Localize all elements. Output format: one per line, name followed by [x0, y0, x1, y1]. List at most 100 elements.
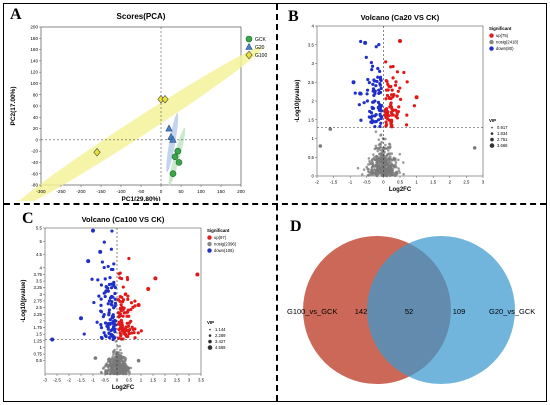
nosig-point	[356, 166, 360, 170]
down-point	[370, 64, 375, 68]
up-point	[398, 86, 402, 90]
nosig-point	[372, 157, 375, 160]
pca-ytick-label: -20	[31, 149, 38, 154]
nosig-point	[117, 357, 121, 360]
up-point	[390, 88, 394, 92]
volC-xtick-label: -2	[67, 378, 71, 383]
down-point	[112, 280, 116, 284]
pca-xtick-label: -150	[96, 189, 106, 194]
down-point	[99, 310, 104, 314]
down-point	[86, 259, 91, 264]
down-point	[376, 100, 381, 104]
nosig-point	[375, 174, 379, 178]
nosig-point	[378, 146, 382, 149]
nosig-point	[123, 359, 127, 363]
nosig-point	[373, 168, 376, 171]
down-point	[112, 262, 116, 266]
volC-ylabel: -Log10(pvalue)	[21, 280, 27, 323]
down-point	[107, 336, 112, 340]
up-point	[124, 292, 128, 296]
down-point	[99, 297, 103, 301]
down-point	[110, 229, 114, 233]
nosig-point	[376, 149, 380, 153]
up-point	[133, 304, 137, 308]
vip-marker	[489, 143, 495, 148]
down-point	[102, 265, 106, 270]
volB-ylabel: -Log10(pvalue)	[295, 80, 301, 123]
nosig-point	[105, 364, 109, 367]
volC-xtick-label: -1.5	[77, 378, 85, 383]
volC-ytick-label: 2	[40, 318, 43, 323]
up-point	[119, 337, 123, 341]
down-point	[378, 83, 383, 87]
nosig-point	[387, 158, 390, 161]
nosig-point	[375, 154, 378, 158]
vip-label: 4.569	[215, 345, 226, 350]
up-point	[384, 60, 388, 64]
volC-ytick-label: 1.25	[33, 338, 42, 343]
volB-ytick-label: 3.5	[308, 42, 315, 47]
volC-xtick-label: 3	[188, 378, 191, 383]
down-point	[99, 326, 104, 330]
volB-ytick-label: 2.5	[308, 80, 315, 85]
volC-xlabel: Log2FC	[112, 385, 135, 391]
nosig-point	[112, 370, 115, 374]
nosig-point	[383, 156, 387, 160]
down-point	[107, 313, 111, 317]
down-point	[100, 336, 104, 340]
pca-legend-marker	[245, 35, 253, 43]
up-point	[117, 336, 121, 340]
down-point	[366, 77, 370, 82]
volB-xlabel: Log2FC	[389, 187, 412, 193]
volC-ytick-label: 2.75	[33, 299, 42, 304]
up-point	[118, 276, 122, 280]
volB-xtick-label: 0.5	[397, 180, 404, 185]
volB-down-points	[351, 39, 384, 129]
up-point	[385, 107, 389, 111]
down-point	[379, 77, 383, 81]
vip-title: VIP	[489, 118, 496, 123]
nosig-point	[119, 348, 122, 352]
volC-up-points	[116, 256, 200, 341]
nosig-point	[136, 358, 141, 363]
up-point	[386, 88, 390, 92]
legend-label: up(75)	[496, 33, 509, 38]
up-point	[391, 108, 395, 112]
down-point	[82, 332, 86, 336]
up-point	[126, 297, 130, 301]
up-point	[131, 327, 135, 331]
down-point	[370, 106, 375, 111]
volB-xtick-label: 0	[382, 180, 385, 185]
nosig-point	[129, 366, 133, 370]
up-point	[126, 310, 130, 314]
nosig-point	[116, 363, 120, 367]
pca-point	[93, 148, 101, 157]
up-point	[121, 285, 125, 289]
up-point	[127, 314, 131, 318]
nosig-point	[108, 372, 112, 376]
legend-marker	[207, 235, 212, 240]
down-point	[97, 294, 101, 298]
nosig-point	[367, 157, 371, 160]
down-point	[377, 88, 381, 92]
pca-point	[165, 124, 173, 132]
volC-xtick-label: -3	[43, 378, 47, 383]
up-point	[412, 104, 417, 108]
down-point	[372, 78, 376, 82]
down-point	[357, 103, 361, 107]
legend-marker	[489, 46, 494, 51]
up-point	[119, 303, 123, 307]
down-point	[95, 320, 99, 324]
volB-ytick-label: 2	[312, 99, 315, 104]
up-point	[122, 331, 126, 335]
nosig-point	[378, 159, 382, 162]
volB-ytick-label: 1.5	[308, 117, 315, 122]
up-point	[136, 302, 141, 307]
nosig-point	[370, 168, 374, 171]
down-point	[373, 125, 377, 129]
up-point	[120, 323, 124, 327]
pca-ellipse-g100	[11, 46, 263, 201]
pca-ytick-label: 80	[33, 92, 39, 97]
volC-xtick-label: -2.5	[53, 378, 61, 383]
pca-legend-marker	[245, 50, 253, 60]
